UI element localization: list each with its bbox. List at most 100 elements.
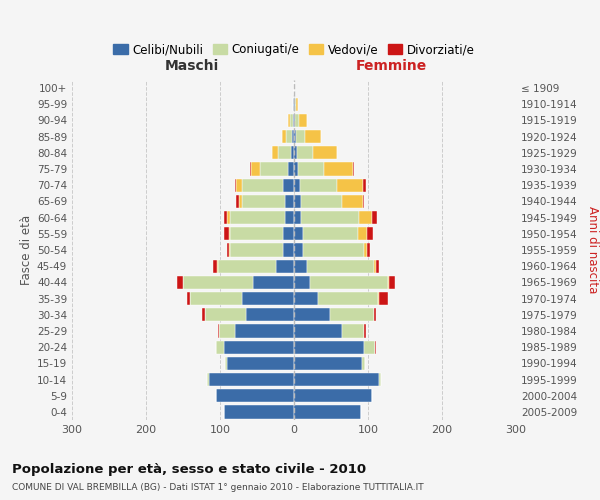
Bar	[246, 308, 294, 322]
Bar	[364, 244, 367, 256]
Bar	[296, 130, 305, 143]
Bar	[282, 130, 286, 143]
Bar	[298, 162, 323, 175]
Bar	[294, 211, 301, 224]
Bar	[235, 324, 294, 338]
Bar	[374, 260, 376, 273]
Bar	[294, 146, 297, 160]
Bar	[250, 162, 251, 175]
Bar	[218, 324, 235, 338]
Bar	[177, 276, 183, 289]
Bar	[227, 244, 229, 256]
Bar	[227, 356, 294, 370]
Bar	[291, 146, 294, 160]
Bar	[225, 356, 227, 370]
Bar	[292, 130, 294, 143]
Bar	[363, 178, 366, 192]
Bar	[294, 114, 295, 127]
Bar	[388, 276, 389, 289]
Bar	[251, 162, 260, 175]
Bar	[379, 373, 380, 386]
Bar	[224, 211, 227, 224]
Bar	[353, 162, 354, 175]
Bar	[285, 211, 294, 224]
Bar	[217, 260, 218, 273]
Bar	[224, 406, 294, 418]
Bar	[294, 389, 372, 402]
Bar	[183, 276, 253, 289]
Bar	[362, 356, 365, 370]
Bar	[187, 292, 190, 305]
Bar	[373, 211, 377, 224]
Bar	[374, 308, 376, 322]
Bar	[239, 195, 242, 208]
Bar	[286, 130, 292, 143]
Bar	[235, 178, 236, 192]
Bar	[294, 308, 329, 322]
Legend: Celibi/Nubili, Coniugati/e, Vedovi/e, Divorziati/e: Celibi/Nubili, Coniugati/e, Vedovi/e, Di…	[109, 38, 479, 60]
Bar	[294, 373, 379, 386]
Bar	[236, 178, 242, 192]
Bar	[283, 244, 294, 256]
Bar	[299, 114, 307, 127]
Bar	[283, 178, 294, 192]
Bar	[301, 195, 342, 208]
Bar	[288, 114, 290, 127]
Bar	[216, 389, 294, 402]
Bar	[376, 260, 379, 273]
Bar	[301, 211, 359, 224]
Bar	[293, 98, 294, 111]
Bar	[294, 227, 303, 240]
Bar	[359, 211, 373, 224]
Bar	[329, 308, 374, 322]
Bar	[305, 130, 322, 143]
Bar	[307, 260, 374, 273]
Bar	[317, 292, 379, 305]
Y-axis label: Anni di nascita: Anni di nascita	[586, 206, 599, 294]
Bar	[294, 292, 317, 305]
Bar	[295, 98, 296, 111]
Text: Popolazione per età, sesso e stato civile - 2010: Popolazione per età, sesso e stato civil…	[12, 462, 366, 475]
Bar	[303, 227, 358, 240]
Bar	[296, 98, 298, 111]
Bar	[294, 244, 303, 256]
Bar	[294, 324, 342, 338]
Bar	[224, 340, 294, 354]
Bar	[227, 211, 230, 224]
Bar	[294, 162, 298, 175]
Bar	[230, 211, 285, 224]
Bar	[342, 324, 364, 338]
Bar	[294, 356, 362, 370]
Bar	[242, 195, 285, 208]
Bar	[294, 98, 295, 111]
Y-axis label: Fasce di età: Fasce di età	[20, 215, 33, 285]
Bar	[278, 146, 291, 160]
Bar	[202, 308, 205, 322]
Bar	[214, 260, 217, 273]
Bar	[205, 308, 246, 322]
Bar	[242, 178, 283, 192]
Bar	[297, 146, 313, 160]
Bar	[294, 276, 310, 289]
Bar	[229, 227, 230, 240]
Bar	[275, 260, 294, 273]
Bar	[208, 373, 209, 386]
Bar	[364, 340, 376, 354]
Bar	[285, 195, 294, 208]
Bar	[310, 276, 388, 289]
Bar	[230, 244, 283, 256]
Bar	[229, 244, 230, 256]
Bar	[272, 146, 278, 160]
Bar	[242, 292, 294, 305]
Bar	[337, 178, 363, 192]
Bar	[293, 114, 294, 127]
Bar	[253, 276, 294, 289]
Text: Femmine: Femmine	[356, 59, 427, 73]
Text: COMUNE DI VAL BREMBILLA (BG) - Dati ISTAT 1° gennaio 2010 - Elaborazione TUTTITA: COMUNE DI VAL BREMBILLA (BG) - Dati ISTA…	[12, 482, 424, 492]
Bar	[364, 324, 366, 338]
Bar	[216, 340, 224, 354]
Bar	[283, 227, 294, 240]
Text: Maschi: Maschi	[165, 59, 219, 73]
Bar	[367, 227, 373, 240]
Bar	[300, 178, 337, 192]
